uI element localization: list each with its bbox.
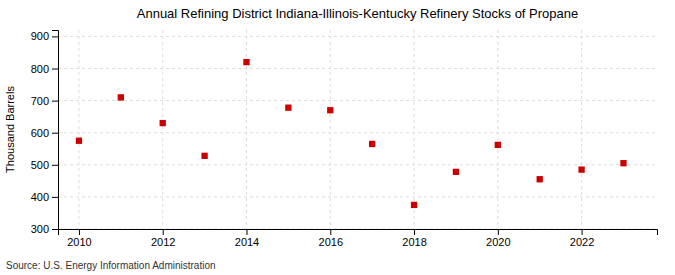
tick-label: 500 [31, 159, 49, 171]
tick-label: 2018 [402, 236, 426, 248]
grid-line [58, 100, 657, 101]
grid [58, 30, 657, 229]
tick-label: 800 [31, 63, 49, 75]
tick-label: 700 [31, 95, 49, 107]
grid-line [58, 68, 657, 69]
point [495, 142, 501, 148]
tick-label: 2014 [235, 236, 259, 248]
tick-mark [52, 165, 58, 166]
y-axis: 300 400 500 600 700 800 900 [31, 30, 59, 235]
tick: 700 [31, 95, 58, 107]
point [285, 105, 291, 111]
point [453, 169, 459, 175]
axis-line [52, 31, 59, 230]
title: Annual Refining District Indiana-Illinoi… [137, 6, 579, 21]
tick-mark [52, 229, 58, 230]
chart: 2010 2012 2014 2016 2018 2020 2022 300 400 500 600… [0, 0, 675, 275]
tick-label: 600 [31, 127, 49, 139]
grid-line [58, 196, 657, 197]
tick: 2022 [570, 229, 594, 248]
point [76, 138, 82, 144]
source: Source: U.S. Energy Information Administ… [6, 260, 216, 271]
tick: 2018 [402, 229, 426, 248]
x-axis: 2010 2012 2014 2016 2018 2020 2022 [59, 229, 658, 248]
tick-label: 300 [31, 223, 49, 235]
tick-mark [52, 133, 58, 134]
tick-mark [163, 229, 164, 235]
grid-line [58, 36, 657, 37]
grid-line [78, 30, 79, 229]
tick: 400 [31, 191, 58, 203]
grid-line [581, 30, 582, 229]
tick-label: 2010 [67, 236, 91, 248]
tick-mark [330, 229, 331, 235]
point [369, 141, 375, 147]
tick: 500 [31, 159, 58, 171]
point [201, 153, 207, 159]
tick: 800 [31, 63, 58, 75]
point [160, 120, 166, 126]
tick: 2010 [67, 229, 91, 248]
tick-mark [246, 229, 247, 235]
tick: 2016 [319, 229, 343, 248]
axis-line [59, 230, 658, 236]
y-axis-label: Thousand Barrels [4, 86, 16, 173]
grid-line [497, 30, 498, 229]
point [327, 107, 333, 113]
point [578, 166, 584, 172]
tick-label: 2022 [570, 236, 594, 248]
tick-mark [498, 229, 499, 235]
tick-mark [582, 229, 583, 235]
grid-line [58, 132, 657, 133]
grid-line [58, 164, 657, 165]
tick-label: 900 [31, 30, 49, 42]
points [76, 59, 627, 208]
tick: 2020 [486, 229, 510, 248]
tick: 600 [31, 127, 58, 139]
tick-label: 2016 [319, 236, 343, 248]
grid-line [330, 30, 331, 229]
tick-label: 2020 [486, 236, 510, 248]
tick-mark [52, 36, 58, 37]
point [537, 176, 543, 182]
tick: 2012 [151, 229, 175, 248]
tick-mark [52, 69, 58, 70]
point [620, 160, 626, 166]
tick-mark [52, 101, 58, 102]
grid-line [162, 30, 163, 229]
plot: 2010 2012 2014 2016 2018 2020 2022 300 400 500 600… [31, 30, 658, 248]
tick-mark [79, 229, 80, 235]
tick-mark [414, 229, 415, 235]
tick: 2014 [235, 229, 259, 248]
tick-mark [52, 197, 58, 198]
tick: 900 [31, 30, 58, 42]
grid-line [414, 30, 415, 229]
point [411, 202, 417, 208]
tick: 300 [31, 223, 58, 235]
point [118, 94, 124, 100]
tick-label: 400 [31, 191, 49, 203]
tick-label: 2012 [151, 236, 175, 248]
point [243, 59, 249, 65]
